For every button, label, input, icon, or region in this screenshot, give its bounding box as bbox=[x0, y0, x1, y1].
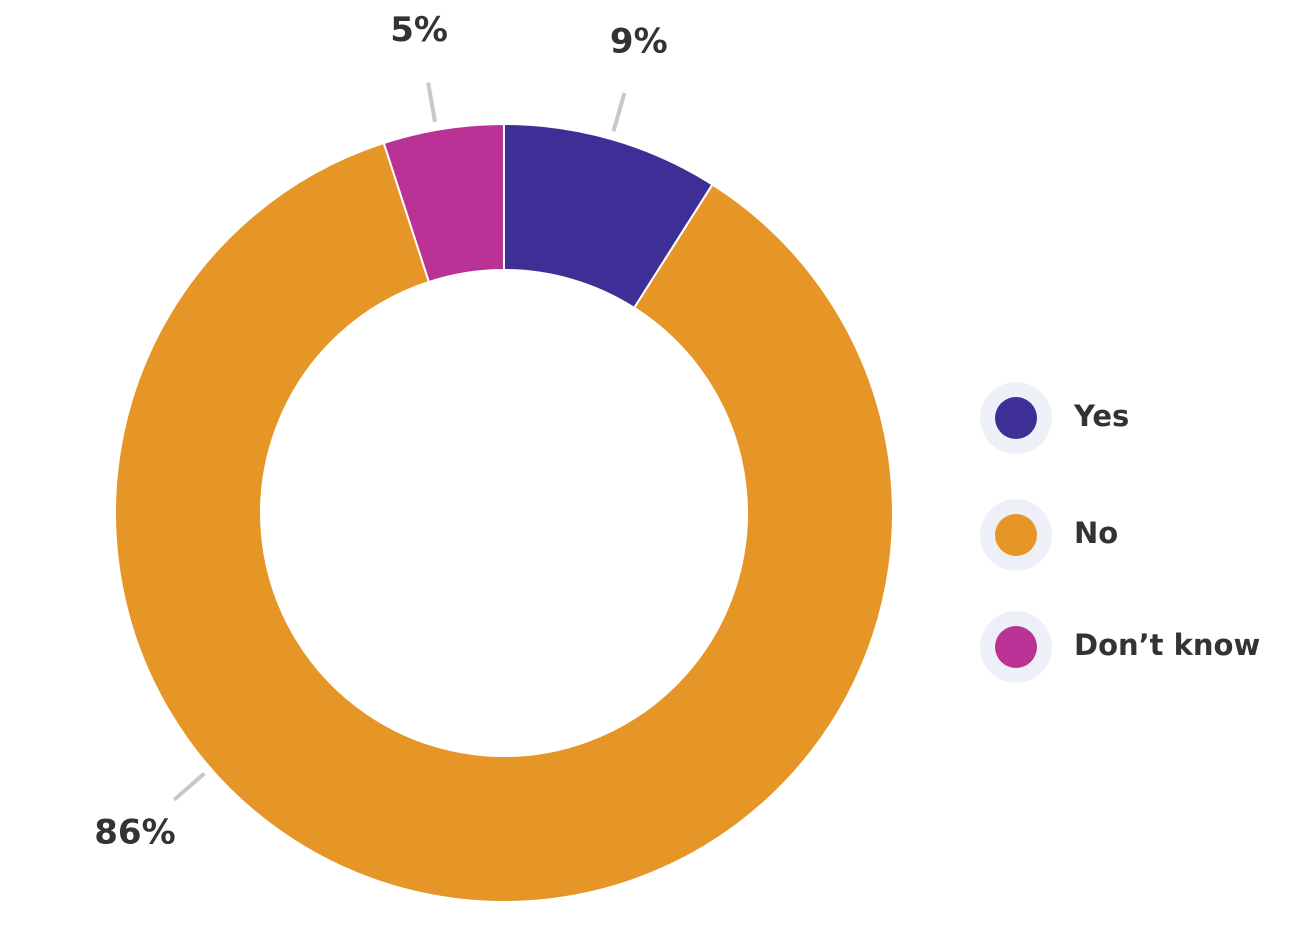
leader-line bbox=[172, 771, 206, 802]
legend-label: No bbox=[1074, 516, 1118, 550]
leader-line bbox=[611, 92, 627, 132]
legend-label: Don’t know bbox=[1074, 628, 1260, 662]
legend-swatch bbox=[995, 514, 1037, 556]
donut-slice bbox=[114, 141, 894, 903]
legend-label: Yes bbox=[1073, 399, 1129, 433]
data-label: 5% bbox=[390, 10, 448, 50]
data-label: 86% bbox=[94, 812, 175, 852]
legend-swatch bbox=[995, 397, 1037, 439]
data-label: 9% bbox=[610, 21, 668, 61]
donut-slice bbox=[382, 122, 505, 284]
legend-swatch bbox=[995, 626, 1037, 668]
leader-line bbox=[426, 82, 438, 123]
